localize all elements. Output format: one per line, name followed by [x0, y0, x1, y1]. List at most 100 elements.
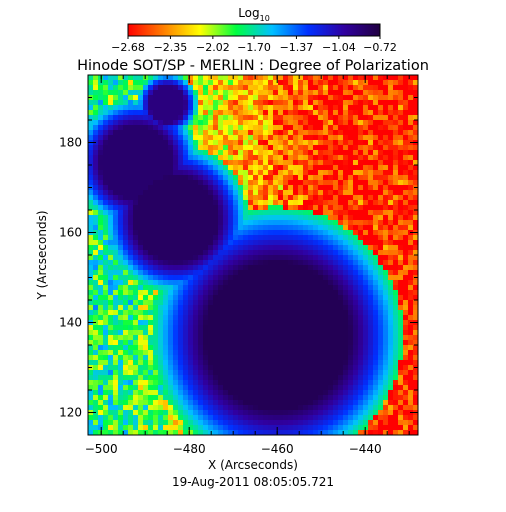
heatmap-cell — [228, 130, 234, 136]
heatmap-cell — [188, 80, 194, 86]
heatmap-cell — [98, 280, 104, 286]
heatmap-cell — [173, 385, 179, 391]
heatmap-cell — [138, 430, 144, 435]
heatmap-cell — [378, 260, 384, 266]
heatmap-cell — [203, 265, 209, 271]
heatmap-cell — [393, 365, 399, 371]
heatmap-cell — [88, 240, 94, 246]
heatmap-cell — [303, 165, 309, 171]
heatmap-cell — [128, 410, 134, 416]
heatmap-cell — [238, 290, 244, 296]
heatmap-cell — [103, 300, 109, 306]
heatmap-cell — [293, 155, 299, 161]
heatmap-cell — [333, 415, 339, 421]
heatmap-cell — [278, 405, 284, 411]
heatmap-cell — [198, 200, 204, 206]
heatmap-cell — [338, 100, 344, 106]
heatmap-cell — [208, 200, 214, 206]
heatmap-cell — [263, 180, 269, 186]
heatmap-cell — [238, 325, 244, 331]
heatmap-cell — [363, 240, 369, 246]
heatmap-cell — [268, 250, 274, 256]
heatmap-cell — [353, 80, 359, 86]
heatmap-cell — [363, 195, 369, 201]
heatmap-cell — [283, 115, 289, 121]
heatmap-cell — [223, 250, 229, 256]
heatmap-cell — [338, 310, 344, 316]
heatmap-cell — [103, 150, 109, 156]
heatmap-cell — [348, 80, 354, 86]
heatmap-cell — [103, 425, 109, 431]
heatmap-cell — [338, 145, 344, 151]
heatmap-cell — [118, 205, 124, 211]
heatmap-cell — [408, 245, 414, 251]
heatmap-cell — [143, 160, 149, 166]
heatmap-cell — [248, 255, 254, 261]
heatmap-cell — [363, 290, 369, 296]
heatmap-cell — [123, 205, 129, 211]
heatmap-cell — [113, 125, 119, 131]
heatmap-cell — [368, 195, 374, 201]
heatmap-cell — [338, 345, 344, 351]
heatmap-cell — [138, 320, 144, 326]
heatmap-cell — [193, 290, 199, 296]
heatmap-cell — [133, 350, 139, 356]
heatmap-cell — [363, 120, 369, 126]
heatmap-cell — [223, 180, 229, 186]
heatmap-cell — [163, 415, 169, 421]
heatmap-cell — [133, 380, 139, 386]
heatmap-cell — [373, 195, 379, 201]
heatmap-cell — [388, 90, 394, 96]
heatmap-cell — [263, 170, 269, 176]
heatmap-cell — [353, 190, 359, 196]
heatmap-cell — [153, 315, 159, 321]
heatmap-cell — [353, 215, 359, 221]
heatmap-cell — [178, 110, 184, 116]
heatmap-cell — [143, 260, 149, 266]
heatmap-cell — [243, 115, 249, 121]
heatmap-cell — [388, 315, 394, 321]
heatmap-cell — [233, 360, 239, 366]
y-tick-label: 160 — [59, 226, 82, 240]
heatmap-cell — [403, 245, 409, 251]
heatmap-cell — [173, 100, 179, 106]
heatmap-cell — [398, 410, 404, 416]
heatmap-cell — [333, 425, 339, 431]
heatmap-cell — [413, 355, 418, 361]
heatmap-cell — [398, 170, 404, 176]
heatmap-cell — [143, 385, 149, 391]
heatmap-cell — [233, 110, 239, 116]
heatmap-cell — [183, 385, 189, 391]
heatmap-cell — [393, 215, 399, 221]
heatmap-cell — [243, 145, 249, 151]
heatmap-cell — [168, 115, 174, 121]
heatmap-cell — [153, 120, 159, 126]
heatmap-cell — [173, 340, 179, 346]
heatmap-cell — [348, 105, 354, 111]
heatmap-cell — [248, 315, 254, 321]
heatmap-cell — [93, 165, 99, 171]
heatmap-cell — [318, 110, 324, 116]
heatmap-cell — [113, 425, 119, 431]
heatmap-cell — [223, 115, 229, 121]
heatmap-cell — [103, 75, 109, 81]
heatmap-cell — [258, 370, 264, 376]
heatmap-cell — [143, 315, 149, 321]
heatmap-cell — [138, 285, 144, 291]
heatmap-cell — [188, 165, 194, 171]
heatmap-cell — [338, 125, 344, 131]
heatmap-cell — [393, 240, 399, 246]
footer-timestamp: 19-Aug-2011 08:05:05.721 — [172, 475, 334, 489]
heatmap-cell — [268, 230, 274, 236]
heatmap-cell — [123, 135, 129, 141]
heatmap-cell — [398, 190, 404, 196]
heatmap-cell — [118, 410, 124, 416]
heatmap-cell — [398, 110, 404, 116]
heatmap-cell — [288, 395, 294, 401]
heatmap-cell — [138, 110, 144, 116]
heatmap-cell — [243, 260, 249, 266]
heatmap-cell — [288, 385, 294, 391]
heatmap-cell — [308, 370, 314, 376]
heatmap-cell — [88, 200, 94, 206]
heatmap-cell — [303, 415, 309, 421]
